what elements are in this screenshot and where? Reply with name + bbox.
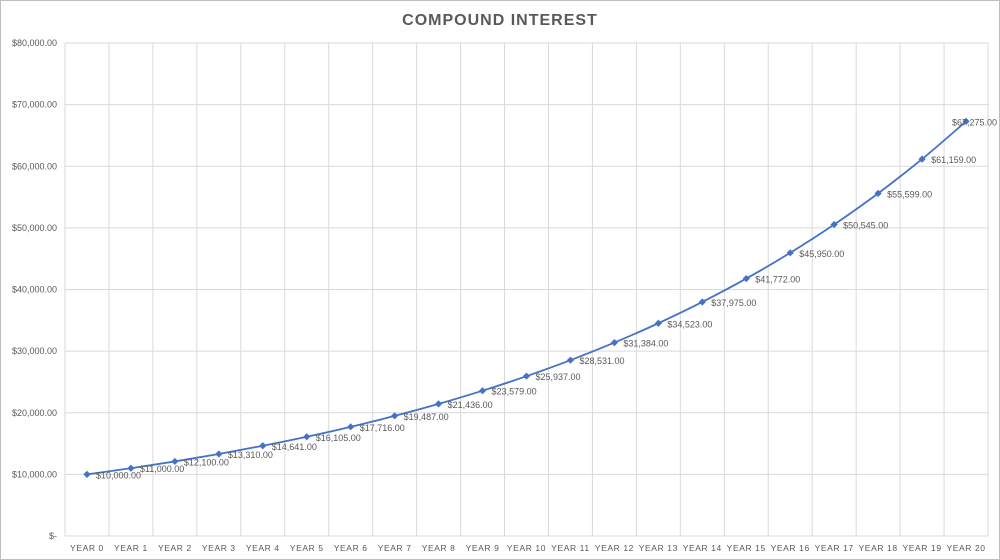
data-point-marker [610,338,619,347]
data-point-marker [874,189,882,197]
x-tick-label: YEAR 1 [114,543,148,553]
data-label: $67,275.00 [952,117,997,127]
y-tick-label: $70,000.00 [12,100,57,110]
data-point-marker [698,298,706,306]
x-tick-label: YEAR 15 [727,543,766,553]
data-label: $11,000.00 [140,464,184,474]
y-tick-label: $10,000.00 [12,469,57,479]
data-point-marker [566,356,575,364]
chart-title: COMPOUND INTEREST [402,12,598,29]
data-label: $55,599.00 [887,189,932,199]
data-point-marker [522,372,531,380]
data-point-marker [215,450,223,458]
x-tick-label: YEAR 20 [946,543,985,553]
x-tick-label: YEAR 8 [422,543,456,553]
data-label: $41,772.00 [755,275,800,285]
data-label: $17,716.00 [360,423,405,433]
y-axis-tick-labels: $- $10,000.00 $20,000.00 $30,000.00 $40,000.… [12,38,57,541]
x-tick-label: YEAR 9 [466,543,500,553]
x-tick-label: YEAR 17 [815,543,854,553]
data-label: $31,384.00 [623,339,668,349]
data-label: $61,159.00 [931,155,976,165]
data-label: $14,641.00 [272,442,317,452]
x-tick-label: YEAR 10 [507,543,546,553]
data-label: $12,100.00 [184,457,229,467]
data-point-marker [434,400,443,408]
data-point-marker [742,274,750,283]
data-label: $13,310.00 [228,450,273,460]
data-label: $37,975.00 [711,298,756,308]
data-point-marker [962,117,970,126]
data-point-markers [83,117,970,478]
x-tick-label: YEAR 16 [771,543,810,553]
data-point-marker [259,442,267,450]
y-tick-label: $- [49,531,57,541]
x-axis-tick-labels: YEAR 0 YEAR 1 YEAR 2 YEAR 3 YEAR 4 YEAR 5 YEAR… [70,543,985,553]
x-tick-label: YEAR 6 [334,543,368,553]
y-tick-label: $50,000.00 [12,223,57,233]
x-tick-label: YEAR 7 [378,543,412,553]
data-label: $28,531.00 [579,356,624,366]
x-tick-label: YEAR 19 [902,543,941,553]
x-tick-label: YEAR 0 [70,543,104,553]
x-tick-label: YEAR 3 [202,543,236,553]
data-point-marker [347,423,355,431]
data-point-marker [303,433,311,441]
x-tick-label: YEAR 12 [595,543,634,553]
y-tick-label: $40,000.00 [12,285,57,295]
data-point-marker [918,155,926,163]
x-tick-label: YEAR 11 [551,543,590,553]
data-point-marker [786,249,794,257]
data-label: $50,545.00 [843,221,888,231]
y-tick-label: $30,000.00 [12,346,57,356]
x-tick-label: YEAR 5 [290,543,324,553]
data-label: $16,105.00 [316,433,361,443]
data-label: $25,937.00 [536,372,581,382]
data-labels: $10,000.00$11,000.00$12,100.00$13,310.00… [96,117,997,480]
data-point-marker [391,412,399,420]
data-point-marker [127,464,135,472]
y-tick-label: $20,000.00 [12,408,57,418]
series-line [86,120,967,476]
data-label: $34,523.00 [667,319,712,329]
data-point-marker [171,457,179,466]
data-label: $19,487.00 [404,412,449,422]
data-point-marker [478,387,487,395]
y-tick-label: $60,000.00 [12,161,57,171]
x-tick-label: YEAR 13 [639,543,678,553]
x-tick-label: YEAR 4 [246,543,280,553]
data-label: $10,000.00 [96,470,141,480]
y-tick-label: $80,000.00 [12,38,57,48]
data-label: $23,579.00 [492,387,537,397]
x-tick-label: YEAR 14 [683,543,722,553]
data-point-marker [654,319,662,327]
x-tick-label: YEAR 2 [158,543,192,553]
x-tick-label: YEAR 18 [859,543,898,553]
data-point-marker [83,470,91,478]
data-label: $45,950.00 [799,249,844,259]
data-point-marker [830,220,838,229]
data-label: $21,436.00 [448,400,493,410]
